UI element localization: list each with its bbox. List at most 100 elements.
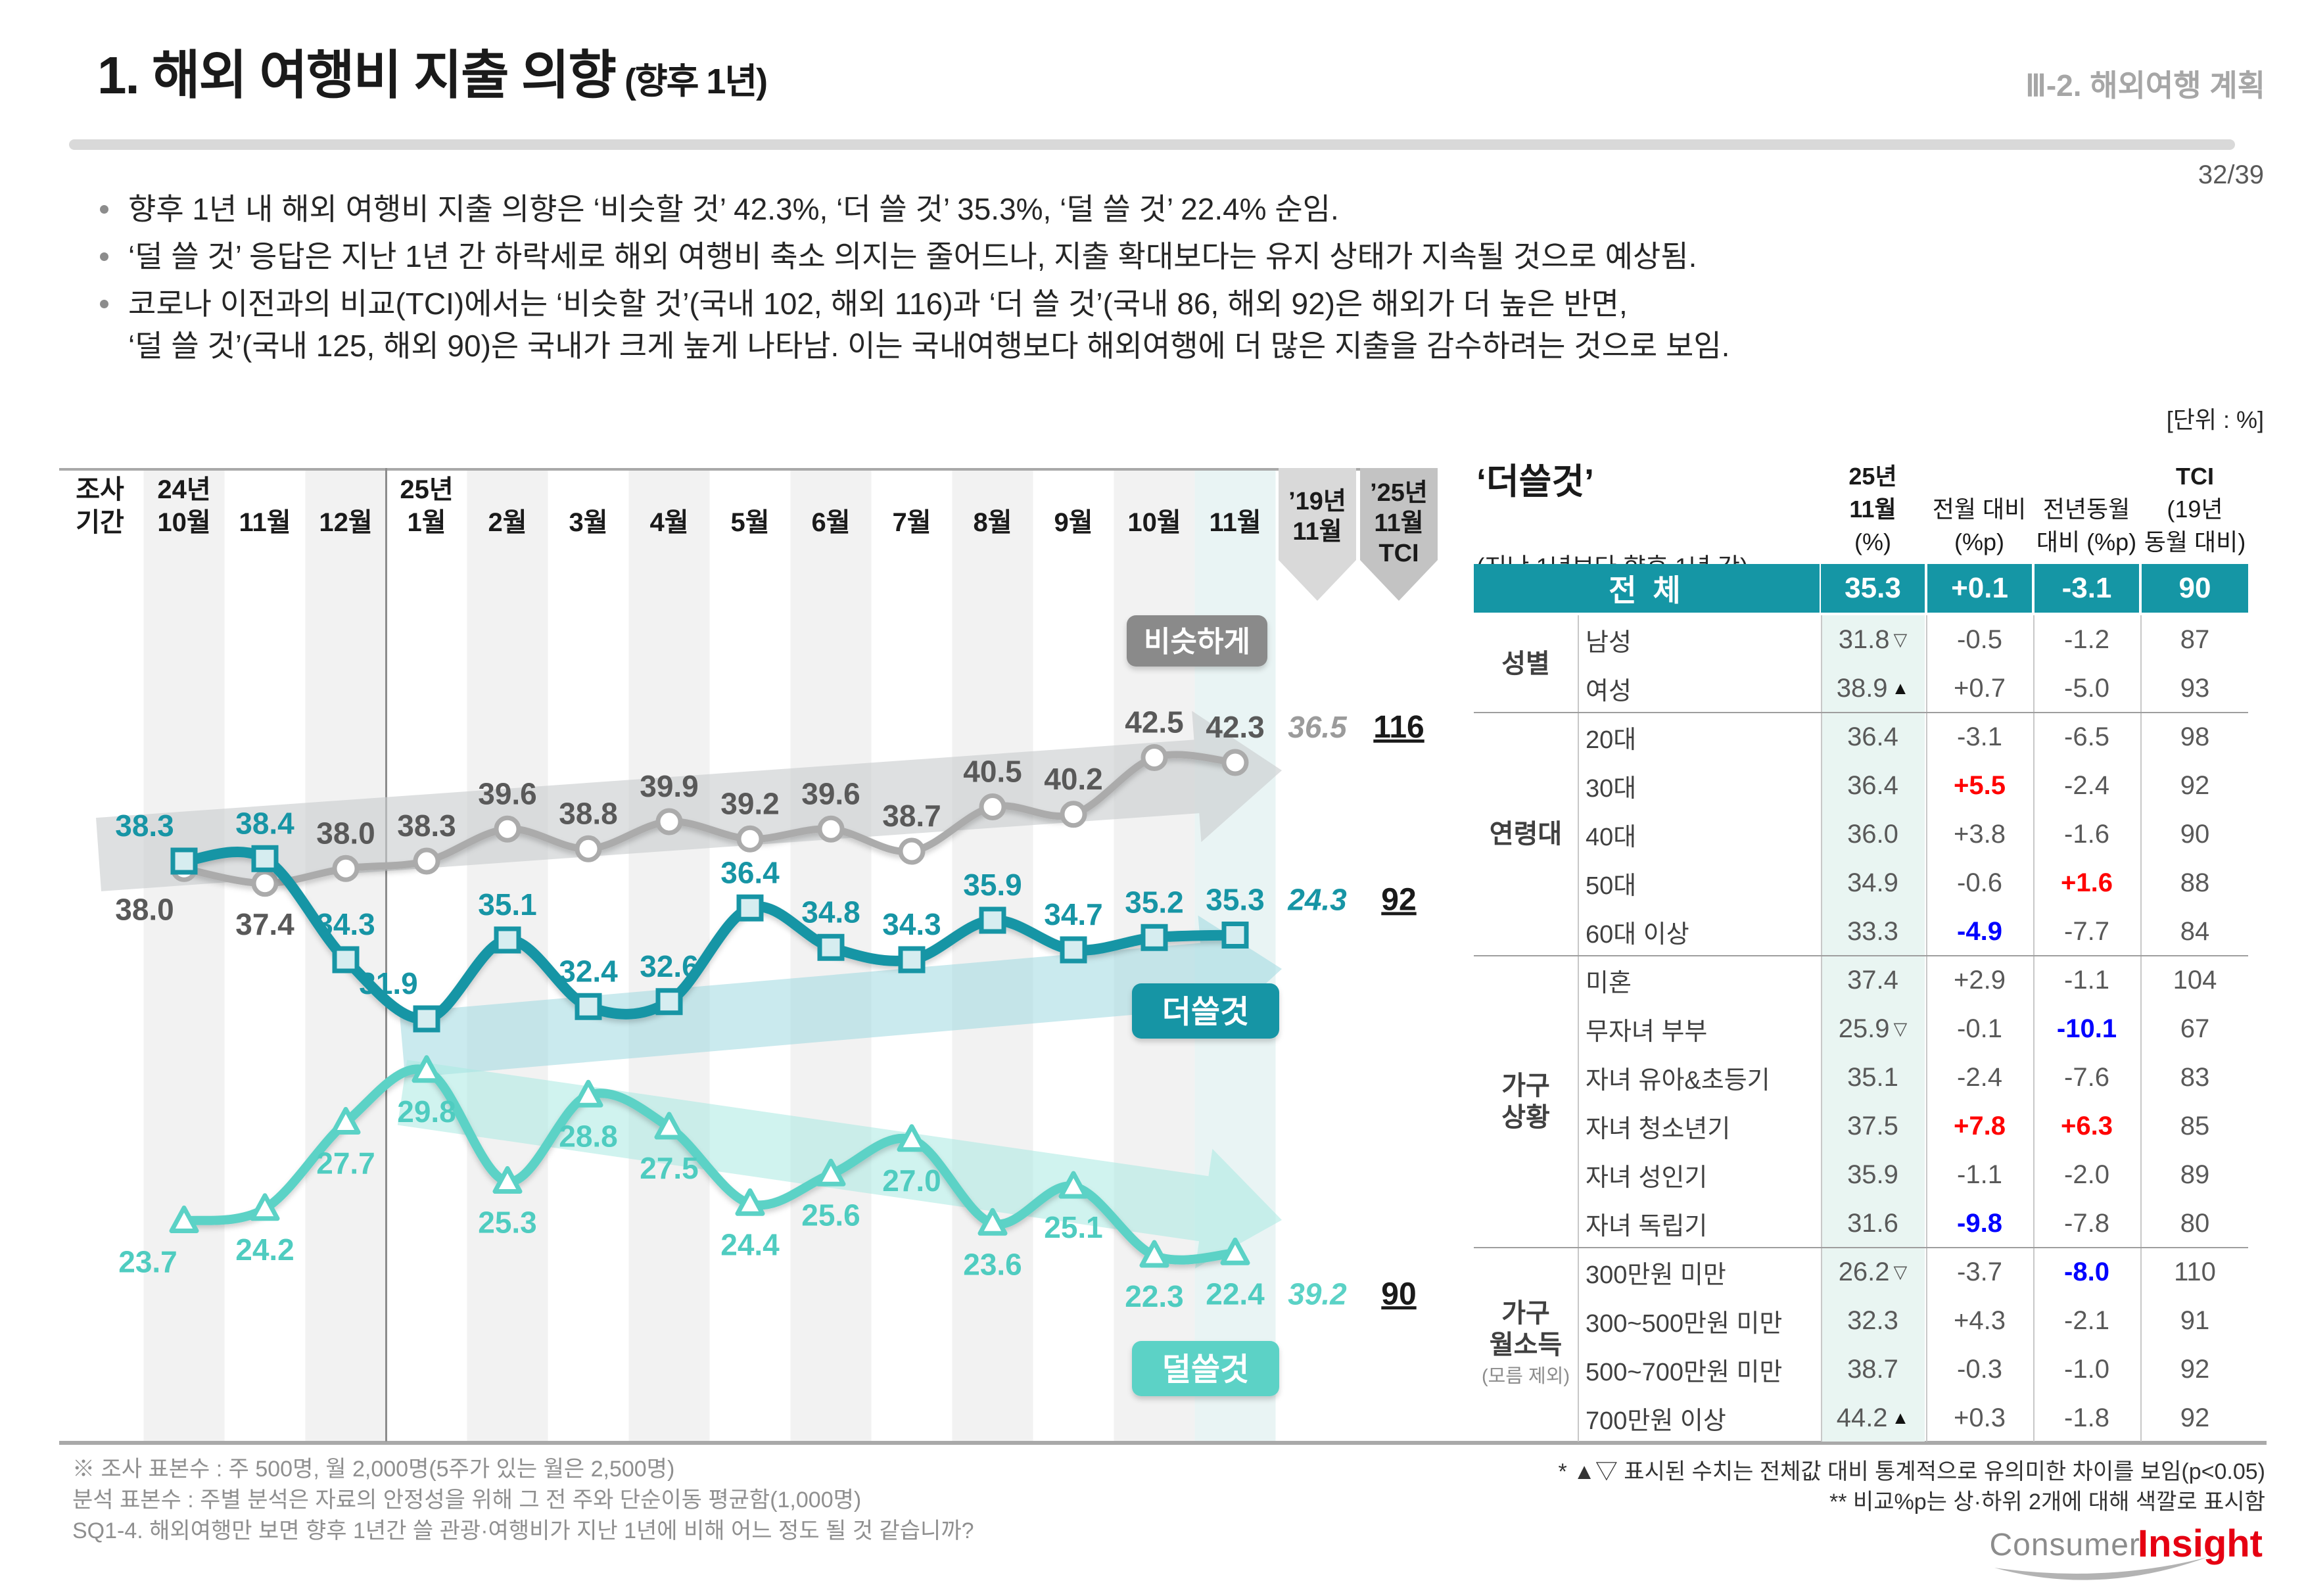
- table-cell-yoy: -2.0: [2064, 1160, 2109, 1189]
- value-text: 25.9: [1838, 1014, 1890, 1043]
- series-marker-more: [494, 926, 521, 954]
- series-marker-more: [898, 946, 926, 974]
- table-cell-mom: +0.7: [1954, 673, 2006, 703]
- table-col-header-line: (%): [1854, 528, 1891, 555]
- value-text: 34.9: [1847, 868, 1898, 897]
- series-line-less: [179, 1064, 1240, 1265]
- table-col-header: 전월 대비 (%p): [1910, 493, 2048, 559]
- table-cell-yoy: -1.6: [2064, 819, 2109, 849]
- series-marker-less: [977, 1208, 1008, 1236]
- table-group-divider: [1474, 712, 2248, 713]
- table-group-name-line: 성별: [1501, 649, 1550, 678]
- bullet-line: ‘덜 쓸 것’ 응답은 지난 1년 간 하락세로 해외 여행비 축소 의지는 줄…: [128, 239, 1697, 273]
- month-label: 5월: [730, 508, 769, 537]
- year-separator-line: [385, 468, 387, 1442]
- table-cell-tci: 104: [2173, 965, 2217, 995]
- page-title: 1. 해외 여행비 지출 의향 (향후 1년): [97, 33, 768, 109]
- footnote-line: 분석 표본수 : 주별 분석은 자료의 안정성을 위해 그 전 주와 단순이동 …: [72, 1488, 862, 1513]
- table-vline: [2033, 615, 2035, 1442]
- table-row-label: 자녀 유아&초등기: [1586, 1066, 1770, 1094]
- table-cell-mom: +5.5: [1954, 770, 2006, 800]
- month-label: 11월: [1209, 508, 1261, 537]
- table-col-header-line: 동월 대비): [2144, 528, 2246, 555]
- table-cell-mom: +4.3: [1954, 1305, 2006, 1335]
- table-cell-yoy: -7.7: [2064, 916, 2109, 946]
- data-label-similar: 39.6: [478, 776, 537, 810]
- table-total-cell-label: 전 체: [1474, 564, 1820, 613]
- data-label-less: 27.7: [316, 1146, 375, 1181]
- footnote-line: ※ 조사 표본수 : 주 500명, 월 2,000명(5주가 있는 월은 2,…: [72, 1457, 675, 1482]
- month-label: 2월: [488, 508, 527, 537]
- data-label-similar: 38.0: [316, 816, 375, 850]
- data-label-similar: 39.6: [801, 776, 860, 810]
- tci-value-less: 90: [1381, 1277, 1416, 1311]
- data-label-less: 22.4: [1206, 1277, 1265, 1311]
- table-vline: [1821, 615, 1822, 1442]
- table-col-header-line: 대비 (%p): [2036, 528, 2137, 555]
- table-cell-yoy: -1.8: [2064, 1403, 2109, 1432]
- trend-arrow-less: [397, 1060, 1282, 1269]
- table-cell-value: 35.9: [1821, 1150, 1925, 1199]
- section-label: Ⅲ-2. 해외여행 계획: [2025, 68, 2265, 103]
- title-divider-bar: [69, 139, 2235, 150]
- table-cell-value: 36.4: [1821, 761, 1925, 810]
- series-marker-less: [250, 1193, 280, 1221]
- table-cell-tci: 92: [2180, 1403, 2210, 1432]
- series-marker-similar: [575, 835, 602, 862]
- series-marker-more: [655, 988, 683, 1016]
- bullet-line: 코로나 이전과의 비교(TCI)에서는 ‘비슷할 것’(국내 102, 해외 1…: [128, 287, 1628, 321]
- bullet-item: 향후 1년 내 해외 여행비 지출 의향은 ‘비슷할 것’ 42.3%, ‘더 …: [99, 188, 2261, 230]
- table-row-label: 자녀 성인기: [1586, 1163, 1708, 1192]
- value-text: 38.7: [1847, 1354, 1898, 1384]
- table-vline: [2140, 615, 2142, 1442]
- table-cell-mom: +3.8: [1954, 819, 2006, 849]
- series-marker-similar: [817, 815, 845, 843]
- table-group-name-line: (모름 제외): [1481, 1366, 1570, 1387]
- table-cell-yoy: -1.0: [2064, 1354, 2109, 1384]
- table-cell-value: 25.9 ▽: [1821, 1004, 1925, 1053]
- axis-header-label: 기간: [76, 508, 124, 537]
- table-group-name-line: 상황: [1501, 1103, 1550, 1132]
- series-marker-similar: [979, 793, 1006, 820]
- chart-column-band: [952, 468, 1033, 1442]
- table-cell-value: 31.6: [1821, 1199, 1925, 1248]
- series-marker-more: [1221, 922, 1249, 949]
- month-label: 8월: [973, 508, 1012, 537]
- series-marker-similar: [413, 847, 440, 875]
- axis-header-label: 조사: [76, 475, 124, 504]
- series-marker-less: [654, 1112, 684, 1140]
- table-cell-value: 26.2 ▽: [1821, 1248, 1925, 1296]
- table-cell-mom: -0.5: [1957, 624, 2002, 654]
- data-label-more: 36.4: [720, 855, 780, 889]
- series-marker-less: [1220, 1237, 1250, 1265]
- table-cell-tci: 91: [2180, 1305, 2210, 1335]
- value-text: 35.1: [1847, 1062, 1898, 1092]
- series-marker-similar: [736, 825, 764, 853]
- table-group-name: 가구 상황: [1474, 956, 1578, 1248]
- table-group-name-line: 연령대: [1489, 820, 1563, 849]
- significance-down-icon: ▽: [1893, 1018, 1908, 1039]
- data-label-similar: 38.0: [115, 892, 174, 926]
- table-cell-mom: -4.9: [1957, 916, 2002, 946]
- data-label-more: 38.3: [115, 809, 174, 843]
- data-label-similar: 40.2: [1044, 762, 1103, 796]
- data-label-more: 35.3: [1206, 883, 1265, 917]
- value-column-tint: [1821, 615, 1925, 1442]
- value-text: 37.5: [1847, 1111, 1898, 1140]
- series-marker-less: [897, 1124, 927, 1152]
- value-text: 31.6: [1847, 1208, 1898, 1238]
- data-label-more: 38.4: [235, 806, 294, 840]
- table-col-header: 25년 11월 (%): [1804, 460, 1942, 559]
- table-cell-value: 35.1: [1821, 1053, 1925, 1102]
- consumer-insight-logo: Consumer Insight: [1989, 1525, 2263, 1580]
- series-marker-less: [492, 1166, 523, 1194]
- table-cell-value: 44.2 ▲: [1821, 1394, 1925, 1442]
- series-marker-similar: [1141, 744, 1168, 771]
- value-text: 33.3: [1847, 916, 1898, 946]
- table-col-header-line: 전년동월: [2042, 496, 2130, 523]
- series-marker-more: [170, 847, 198, 875]
- bullet-dot-icon: [100, 205, 108, 214]
- month-label: 9월: [1054, 508, 1093, 537]
- month-label: 4월: [649, 508, 688, 537]
- table-cell-tci: 88: [2180, 868, 2210, 897]
